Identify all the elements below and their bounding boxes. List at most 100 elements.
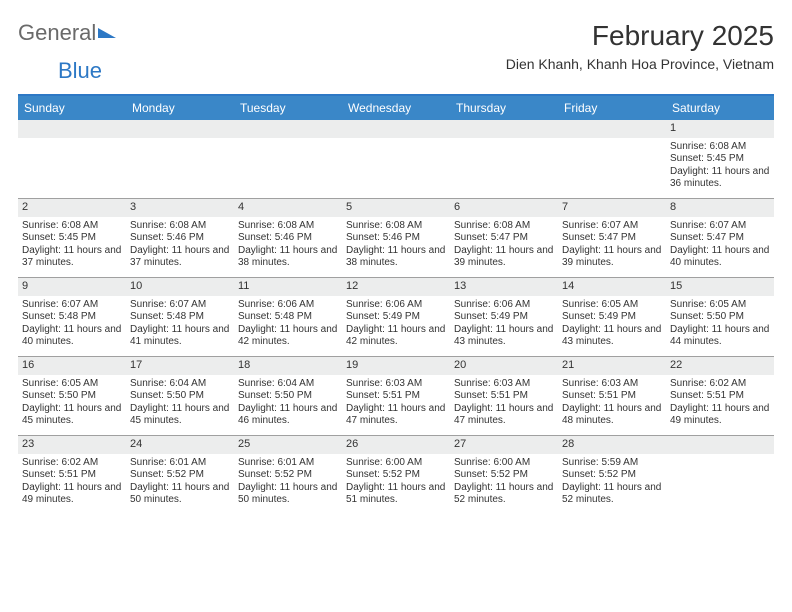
sunrise-text: Sunrise: 6:08 AM: [130, 220, 230, 233]
day-number: .: [18, 120, 126, 138]
daylight-text: Daylight: 11 hours and 50 minutes.: [130, 482, 230, 507]
day-cell-empty: .: [342, 120, 450, 198]
sunset-text: Sunset: 5:51 PM: [670, 390, 770, 403]
day-cell: 12Sunrise: 6:06 AMSunset: 5:49 PMDayligh…: [342, 278, 450, 356]
day-number: 3: [126, 199, 234, 217]
day-cell: 11Sunrise: 6:06 AMSunset: 5:48 PMDayligh…: [234, 278, 342, 356]
day-cell: 24Sunrise: 6:01 AMSunset: 5:52 PMDayligh…: [126, 436, 234, 514]
daylight-text: Daylight: 11 hours and 44 minutes.: [670, 324, 770, 349]
day-cell: 9Sunrise: 6:07 AMSunset: 5:48 PMDaylight…: [18, 278, 126, 356]
sunrise-text: Sunrise: 6:08 AM: [22, 220, 122, 233]
day-number: 2: [18, 199, 126, 217]
logo-part2: Blue: [58, 58, 102, 83]
day-number: 12: [342, 278, 450, 296]
sunset-text: Sunset: 5:46 PM: [130, 232, 230, 245]
day-cell-empty: .: [558, 120, 666, 198]
weekday-monday: Monday: [126, 96, 234, 120]
week-row: 9Sunrise: 6:07 AMSunset: 5:48 PMDaylight…: [18, 277, 774, 356]
sunset-text: Sunset: 5:46 PM: [238, 232, 338, 245]
day-number: 16: [18, 357, 126, 375]
daylight-text: Daylight: 11 hours and 46 minutes.: [238, 403, 338, 428]
daylight-text: Daylight: 11 hours and 51 minutes.: [346, 482, 446, 507]
day-number: 7: [558, 199, 666, 217]
day-cell: 22Sunrise: 6:02 AMSunset: 5:51 PMDayligh…: [666, 357, 774, 435]
day-number: 18: [234, 357, 342, 375]
day-cell: 17Sunrise: 6:04 AMSunset: 5:50 PMDayligh…: [126, 357, 234, 435]
day-cell: 23Sunrise: 6:02 AMSunset: 5:51 PMDayligh…: [18, 436, 126, 514]
day-cell: 19Sunrise: 6:03 AMSunset: 5:51 PMDayligh…: [342, 357, 450, 435]
week-row: ......1Sunrise: 6:08 AMSunset: 5:45 PMDa…: [18, 120, 774, 198]
day-cell: 6Sunrise: 6:08 AMSunset: 5:47 PMDaylight…: [450, 199, 558, 277]
weekday-thursday: Thursday: [450, 96, 558, 120]
sunset-text: Sunset: 5:50 PM: [22, 390, 122, 403]
day-number: 25: [234, 436, 342, 454]
sunset-text: Sunset: 5:50 PM: [238, 390, 338, 403]
day-cell-empty: .: [450, 120, 558, 198]
day-number: 17: [126, 357, 234, 375]
sunset-text: Sunset: 5:48 PM: [238, 311, 338, 324]
day-cell: 4 Sunrise: 6:08 AMSunset: 5:46 PMDaylight…: [234, 199, 342, 277]
sunrise-text: Sunrise: 6:08 AM: [670, 141, 770, 154]
day-cell: 20Sunrise: 6:03 AMSunset: 5:51 PMDayligh…: [450, 357, 558, 435]
daylight-text: Daylight: 11 hours and 37 minutes.: [130, 245, 230, 270]
day-number: .: [558, 120, 666, 138]
sunset-text: Sunset: 5:51 PM: [346, 390, 446, 403]
day-number: 8: [666, 199, 774, 217]
sunrise-text: Sunrise: 6:05 AM: [670, 299, 770, 312]
day-number: 14: [558, 278, 666, 296]
day-number: 15: [666, 278, 774, 296]
sunrise-text: Sunrise: 6:01 AM: [130, 457, 230, 470]
sunset-text: Sunset: 5:52 PM: [130, 469, 230, 482]
weekday-friday: Friday: [558, 96, 666, 120]
day-cell: 15Sunrise: 6:05 AMSunset: 5:50 PMDayligh…: [666, 278, 774, 356]
day-number: .: [666, 436, 774, 454]
sunset-text: Sunset: 5:49 PM: [562, 311, 662, 324]
weekday-saturday: Saturday: [666, 96, 774, 120]
daylight-text: Daylight: 11 hours and 39 minutes.: [454, 245, 554, 270]
day-number: 26: [342, 436, 450, 454]
sunset-text: Sunset: 5:48 PM: [22, 311, 122, 324]
day-number: 11: [234, 278, 342, 296]
day-cell: 1Sunrise: 6:08 AMSunset: 5:45 PMDaylight…: [666, 120, 774, 198]
sunrise-text: Sunrise: 6:07 AM: [670, 220, 770, 233]
daylight-text: Daylight: 11 hours and 38 minutes.: [238, 245, 338, 270]
sunrise-text: Sunrise: 6:08 AM: [238, 220, 338, 233]
day-number: .: [450, 120, 558, 138]
day-cell: 26Sunrise: 6:00 AMSunset: 5:52 PMDayligh…: [342, 436, 450, 514]
logo-part1: General: [18, 20, 96, 46]
sunset-text: Sunset: 5:47 PM: [454, 232, 554, 245]
day-cell: 5Sunrise: 6:08 AMSunset: 5:46 PMDaylight…: [342, 199, 450, 277]
sunset-text: Sunset: 5:52 PM: [238, 469, 338, 482]
sunset-text: Sunset: 5:47 PM: [670, 232, 770, 245]
sunrise-text: Sunrise: 6:06 AM: [346, 299, 446, 312]
week-row: 23Sunrise: 6:02 AMSunset: 5:51 PMDayligh…: [18, 435, 774, 514]
day-cell: 10Sunrise: 6:07 AMSunset: 5:48 PMDayligh…: [126, 278, 234, 356]
daylight-text: Daylight: 11 hours and 45 minutes.: [22, 403, 122, 428]
sunset-text: Sunset: 5:45 PM: [22, 232, 122, 245]
week-row: 2Sunrise: 6:08 AMSunset: 5:45 PMDaylight…: [18, 198, 774, 277]
day-cell: 14Sunrise: 6:05 AMSunset: 5:49 PMDayligh…: [558, 278, 666, 356]
sunrise-text: Sunrise: 5:59 AM: [562, 457, 662, 470]
day-cell-empty: .: [666, 436, 774, 514]
weekday-sunday: Sunday: [18, 96, 126, 120]
daylight-text: Daylight: 11 hours and 50 minutes.: [238, 482, 338, 507]
daylight-text: Daylight: 11 hours and 52 minutes.: [454, 482, 554, 507]
day-number: 4: [234, 199, 342, 217]
daylight-text: Daylight: 11 hours and 47 minutes.: [454, 403, 554, 428]
sunset-text: Sunset: 5:52 PM: [454, 469, 554, 482]
sunrise-text: Sunrise: 6:01 AM: [238, 457, 338, 470]
day-number: 27: [450, 436, 558, 454]
day-number: .: [126, 120, 234, 138]
weekday-wednesday: Wednesday: [342, 96, 450, 120]
day-cell: 7Sunrise: 6:07 AMSunset: 5:47 PMDaylight…: [558, 199, 666, 277]
weeks-container: ......1Sunrise: 6:08 AMSunset: 5:45 PMDa…: [18, 120, 774, 514]
sunrise-text: Sunrise: 6:02 AM: [22, 457, 122, 470]
sunrise-text: Sunrise: 6:02 AM: [670, 378, 770, 391]
daylight-text: Daylight: 11 hours and 39 minutes.: [562, 245, 662, 270]
day-number: 5: [342, 199, 450, 217]
sunset-text: Sunset: 5:48 PM: [130, 311, 230, 324]
day-number: 13: [450, 278, 558, 296]
sunrise-text: Sunrise: 6:03 AM: [346, 378, 446, 391]
day-cell: 25 Sunrise: 6:01 AMSunset: 5:52 PMDayligh…: [234, 436, 342, 514]
sunrise-text: Sunrise: 6:03 AM: [454, 378, 554, 391]
